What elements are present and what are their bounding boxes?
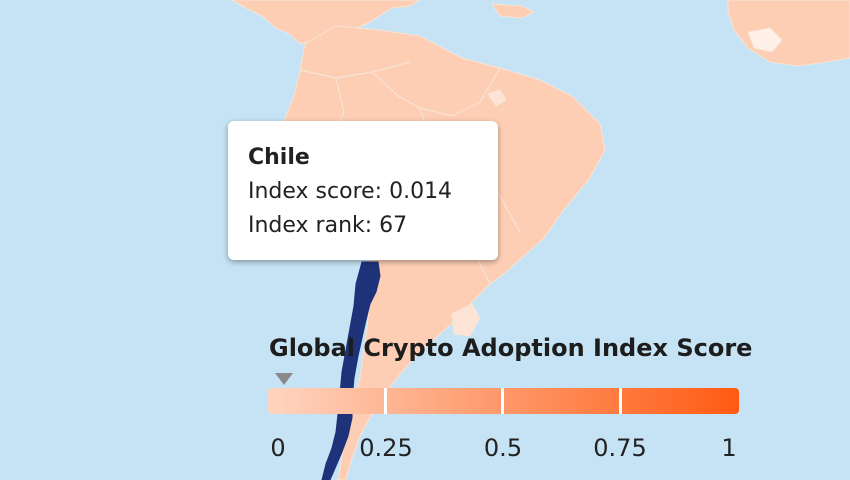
- legend-tick-label: 0.5: [483, 434, 523, 462]
- country-tooltip: Chile Index score: 0.014 Index rank: 67: [228, 121, 498, 260]
- legend-divider: [619, 388, 622, 414]
- legend-color-scale: [268, 388, 739, 414]
- chile-region[interactable]: [321, 261, 381, 480]
- legend-value-marker: [274, 373, 293, 385]
- legend-tick-label: 0.75: [593, 434, 647, 462]
- legend-tick-label: 0: [270, 434, 286, 462]
- legend-tick-label: 0.25: [359, 434, 413, 462]
- legend-title: Global Crypto Adoption Index Score: [269, 334, 753, 362]
- guyana-region[interactable]: [487, 89, 507, 107]
- tooltip-country-name: Chile: [248, 145, 310, 170]
- africa-region[interactable]: [727, 0, 850, 67]
- legend-divider: [384, 388, 387, 414]
- legend-divider: [501, 388, 504, 414]
- caribbean-island[interactable]: [491, 3, 536, 19]
- uruguay-region[interactable]: [451, 303, 481, 337]
- africa-country-light[interactable]: [747, 27, 783, 53]
- tooltip-index-score: Index score: 0.014: [248, 179, 453, 204]
- tooltip-index-rank: Index rank: 67: [248, 213, 408, 238]
- legend-tick-label: 1: [721, 434, 737, 462]
